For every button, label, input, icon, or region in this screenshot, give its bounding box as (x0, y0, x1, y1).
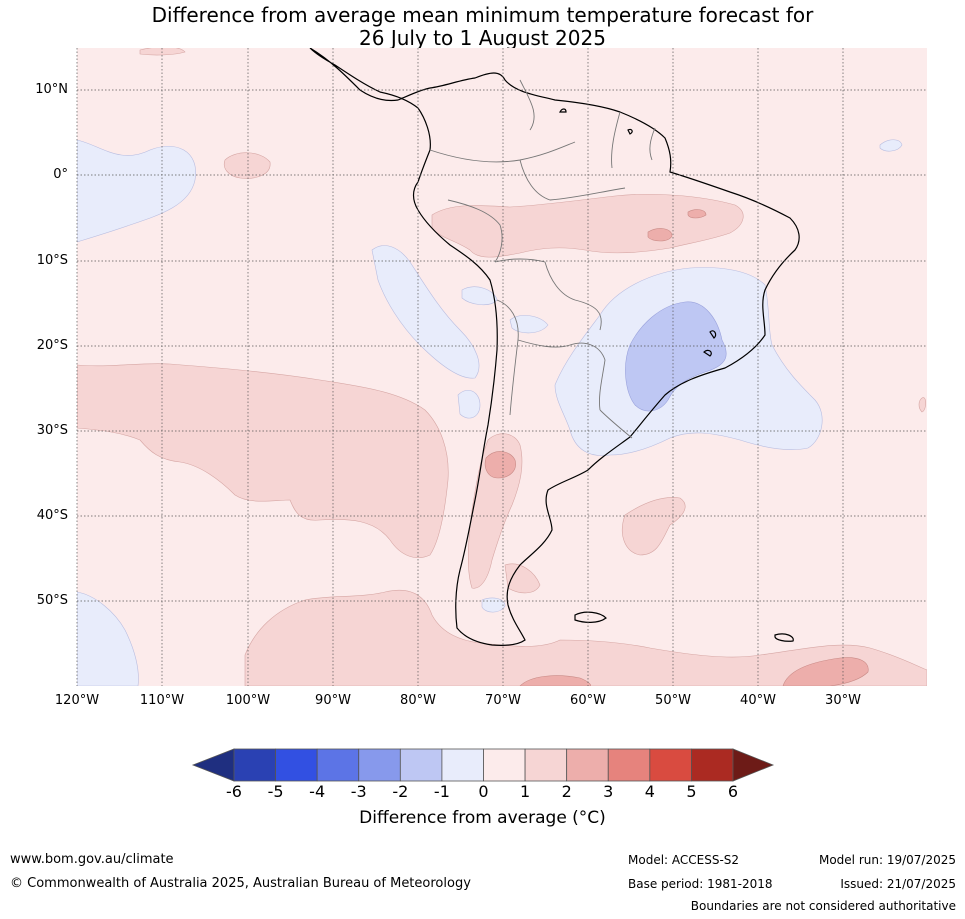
anomaly-1to2-southern-ocean (244, 589, 927, 686)
lat-label-0: 0° (53, 167, 68, 182)
colorbar-label: Difference from average (°C) (359, 808, 606, 828)
anomaly-1to2-colombia-spot (223, 152, 271, 179)
lon-label-90w: 90°W (315, 693, 351, 708)
anomaly-neg1-southwest-corner (77, 591, 139, 686)
title-line-2: 26 July to 1 August 2025 (359, 26, 606, 50)
colorbar-tick-label: 1 (519, 782, 531, 801)
colorbar-tick-label: -3 (350, 782, 367, 801)
title-line-1: Difference from average mean minimum tem… (151, 3, 814, 27)
colorbar-arrow-high (732, 748, 775, 782)
map-title: Difference from average mean minimum tem… (0, 4, 965, 50)
colorbar-segment (566, 748, 609, 782)
colorbar-segment (233, 748, 276, 782)
lon-label-110w: 110°W (139, 693, 185, 708)
colorbar-tick-label: -6 (226, 782, 242, 801)
anomaly-1to2-east-edge (918, 397, 927, 413)
lon-label-30w: 30°W (825, 693, 861, 708)
anomaly-1to2-atlantic-south (621, 497, 686, 556)
colorbar-tick-label: -4 (309, 782, 326, 801)
country-borders (429, 79, 656, 439)
colorbar-arrow-low (191, 748, 235, 782)
lon-label-120w: 120°W (54, 693, 100, 708)
colorbar-tick-label: -1 (433, 782, 450, 801)
lon-label-60w: 60°W (570, 693, 606, 708)
anomaly-1to2-patagonia-shelf (504, 563, 541, 594)
colorbar-segment (441, 748, 484, 782)
anomaly-neg2-brazil-core (625, 301, 727, 412)
colorbar-segment (399, 748, 443, 782)
lon-label-100w: 100°W (225, 693, 271, 708)
colorbar-segment (649, 748, 692, 782)
lat-label-40s: 40°S (36, 508, 68, 523)
colorbar-segment (524, 748, 568, 782)
colorbar-segment (316, 748, 360, 782)
colorbar-tick-label: 2 (561, 782, 572, 801)
colorbar-tick-label: 0 (478, 782, 489, 801)
colorbar-tick-label: -2 (392, 782, 409, 801)
anomaly-neg1-bolivia (461, 286, 498, 306)
anomaly-neg1-patagonia-spot (481, 597, 506, 613)
anomaly-2to3-central-argentina (484, 451, 516, 479)
anomaly-2to3-brazil-north-spot (687, 209, 707, 219)
lat-label-50s: 50°S (36, 593, 68, 608)
anomaly-neg1-atlantic-spot (879, 139, 903, 152)
lon-label-70w: 70°W (485, 693, 521, 708)
colorbar-segment (483, 748, 526, 782)
graticule (76, 48, 927, 686)
anomaly-1to2-amazon-band (431, 194, 744, 258)
model-name: Model: ACCESS-S2 (628, 853, 740, 867)
lat-label-20s: 20°S (36, 338, 68, 353)
lat-label-10n: 10°N (35, 82, 68, 97)
anomaly-neg1-paraguay (509, 315, 549, 334)
issued-date: Issued: 21/07/2025 (840, 877, 956, 891)
anomaly-neg1-peru-coast (371, 245, 480, 379)
base-period: Base period: 1981-2018 (628, 877, 773, 891)
lon-label-50w: 50°W (655, 693, 691, 708)
colorbar (191, 748, 775, 782)
anomaly-neg1-west-equatorial (77, 139, 196, 243)
colorbar-segment (607, 748, 651, 782)
boundaries-disclaimer: Boundaries are not considered authoritat… (690, 899, 956, 913)
anomaly-2to3-amazon-spot (647, 228, 673, 242)
model-run-date: Model run: 19/07/2025 (818, 853, 956, 867)
colorbar-tick-label: 5 (686, 782, 697, 801)
anomaly-2to3-south-atlantic (782, 657, 869, 686)
colorbar-segment (691, 748, 734, 782)
colorbar-segment (358, 748, 401, 782)
anomaly-1to2-north-spot (139, 48, 186, 56)
copyright-text: © Commonwealth of Australia 2025, Austra… (10, 876, 471, 891)
colorbar-tick-label: 4 (644, 782, 655, 801)
lat-label-10s: 10°S (36, 253, 68, 268)
colorbar-tick-label: 3 (603, 782, 614, 801)
website-link[interactable]: www.bom.gov.au/climate (10, 852, 174, 867)
lon-label-40w: 40°W (740, 693, 776, 708)
colorbar-tick-label: -5 (267, 782, 284, 801)
anomaly-1to2-pacific-band (77, 363, 449, 559)
anomaly-neg1-chile-spot (457, 390, 481, 419)
lat-label-30s: 30°S (36, 423, 68, 438)
coastline (309, 48, 800, 646)
colorbar-segment (275, 748, 318, 782)
anomaly-2to3-drake-passage (519, 675, 591, 686)
lon-label-80w: 80°W (400, 693, 436, 708)
colorbar-tick-label: 6 (727, 782, 739, 801)
